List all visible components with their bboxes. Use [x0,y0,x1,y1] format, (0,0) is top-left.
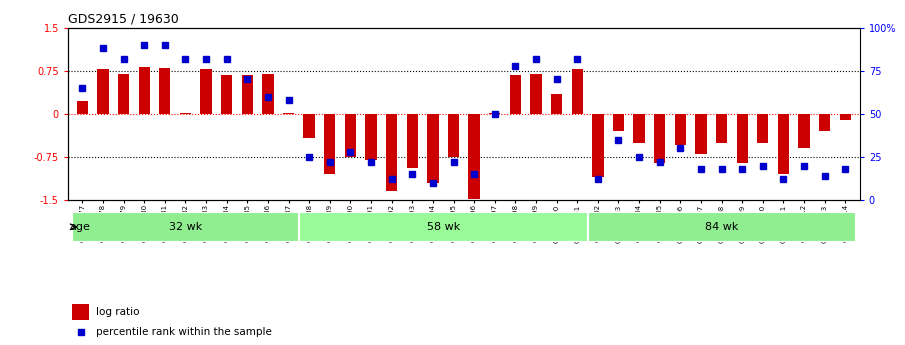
Bar [757,114,768,142]
Bar [324,114,336,174]
Bar [200,69,212,114]
Bar [469,114,480,199]
Bar [71,304,90,320]
Bar [592,114,604,177]
Bar [303,114,315,138]
Bar [386,114,397,191]
Text: GDS2915 / 19630: GDS2915 / 19630 [68,12,178,25]
Bar [118,73,129,114]
Bar [551,94,562,114]
Bar [840,114,851,120]
Bar [530,73,542,114]
Text: 84 wk: 84 wk [705,222,738,232]
Bar [777,114,789,174]
Bar [77,101,88,114]
Bar [798,114,810,148]
Bar [634,114,644,142]
Text: 32 wk: 32 wk [169,222,202,232]
Bar [695,114,707,154]
Bar [674,114,686,146]
Bar [737,114,748,163]
Text: percentile rank within the sample: percentile rank within the sample [96,327,272,337]
Bar [427,114,439,183]
Bar [366,114,376,160]
Bar [72,212,299,241]
Bar [299,212,587,241]
Bar [613,114,624,131]
Bar [819,114,831,131]
Bar [345,114,356,157]
Bar [572,69,583,114]
Text: log ratio: log ratio [96,307,140,317]
Bar [716,114,728,142]
Bar [283,113,294,114]
Bar [138,67,150,114]
Text: 58 wk: 58 wk [426,222,460,232]
Bar [97,69,109,114]
Bar [510,75,521,114]
Bar [489,113,500,114]
Bar [242,75,253,114]
Bar [654,114,665,163]
Bar [262,73,273,114]
Bar [448,114,459,157]
Bar [221,75,233,114]
Bar [587,212,855,241]
Bar [159,68,170,114]
Bar [180,113,191,114]
Bar [406,114,418,168]
Text: age: age [69,222,90,232]
